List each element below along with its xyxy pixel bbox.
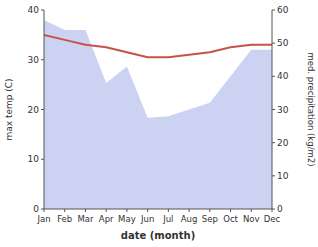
y-tick [41, 59, 44, 60]
plot-area [44, 20, 272, 209]
y2-tick-label: 20 [277, 138, 289, 148]
chart: JanFebMarAprMayJunJulAugSepOctNovDec0102… [0, 0, 318, 247]
x-tick [189, 209, 190, 212]
x-tick [168, 209, 169, 212]
y2-tick-label: 10 [277, 171, 289, 181]
x-tick-label: Jul [162, 214, 173, 224]
y2-tick [272, 76, 275, 77]
background [0, 0, 318, 247]
x-tick-label: Sep [202, 214, 218, 224]
y2-tick [272, 142, 275, 143]
y-tick [41, 109, 44, 110]
y-tick-label: 20 [28, 105, 40, 115]
y-tick-label: 10 [28, 154, 40, 164]
y2-tick-label: 50 [277, 38, 289, 48]
x-axis-line [44, 209, 272, 210]
precipitation-area [44, 20, 272, 209]
y-tick [41, 159, 44, 160]
y-tick-label: 0 [33, 204, 39, 214]
x-tick-label: Nov [243, 214, 260, 224]
x-tick [64, 209, 65, 212]
x-tick-label: Feb [57, 214, 72, 224]
x-tick-label: May [118, 214, 136, 224]
y-tick-label: 40 [28, 5, 40, 15]
y2-axis-label: med. precipitation (kg/m2) [306, 52, 316, 166]
x-tick [230, 209, 231, 212]
y2-tick [272, 175, 275, 176]
y-tick [41, 209, 44, 210]
y2-tick-label: 0 [277, 204, 283, 214]
x-tick-label: Oct [223, 214, 238, 224]
y-tick-label: 30 [28, 55, 40, 65]
x-tick [209, 209, 210, 212]
x-tick-label: Mar [77, 214, 94, 224]
x-tick-label: Jun [140, 214, 154, 224]
x-tick [126, 209, 127, 212]
y2-tick [272, 43, 275, 44]
x-tick [251, 209, 252, 212]
x-tick-label: Aug [181, 214, 198, 224]
y2-tick [272, 109, 275, 110]
y-tick [41, 10, 44, 11]
y-axis-label: max temp (C) [4, 78, 14, 140]
y2-tick-label: 30 [277, 105, 289, 115]
temperature-line [44, 35, 272, 57]
x-tick [106, 209, 107, 212]
x-tick-label: Jan [36, 214, 50, 224]
y2-tick [272, 209, 275, 210]
x-tick [147, 209, 148, 212]
x-axis-label: date (month) [121, 230, 195, 241]
x-tick-label: Apr [99, 214, 114, 224]
x-tick-label: Dec [264, 214, 281, 224]
y2-tick-label: 60 [277, 5, 289, 15]
x-tick [85, 209, 86, 212]
y2-tick-label: 40 [277, 71, 289, 81]
y2-tick [272, 10, 275, 11]
